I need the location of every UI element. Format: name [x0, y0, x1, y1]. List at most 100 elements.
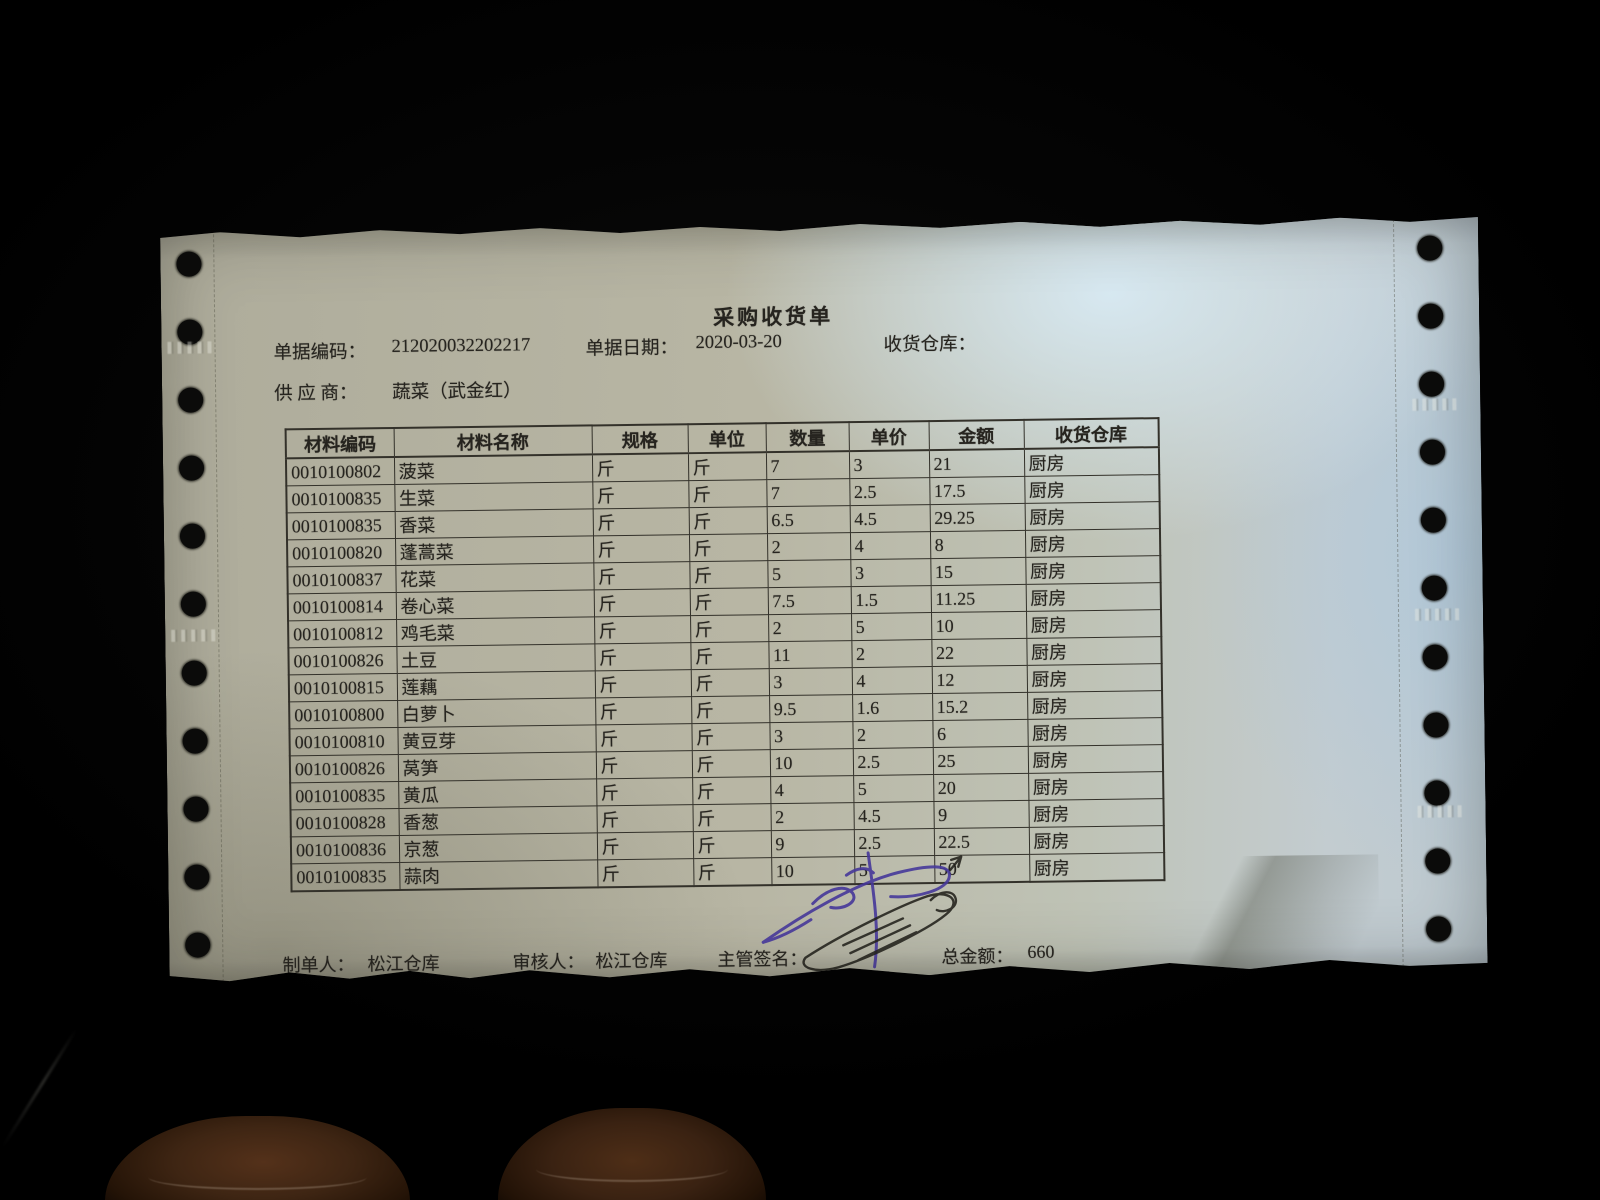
- table-cell: 2: [770, 803, 853, 831]
- fingernail-edge: [535, 1156, 729, 1182]
- column-header: 单价: [849, 421, 929, 451]
- table-cell: 斤: [688, 480, 766, 508]
- tractor-feed-hole: [1422, 576, 1447, 601]
- table-cell: 0010100828: [290, 808, 398, 836]
- table-cell: 0010100802: [286, 457, 394, 486]
- table-cell: 香菜: [395, 509, 593, 539]
- table-cell: 21: [929, 449, 1024, 478]
- table-cell: 0010100826: [290, 754, 398, 782]
- tractor-feed-hole: [182, 660, 207, 685]
- table-cell: 斤: [595, 697, 691, 725]
- table-cell: 2: [851, 640, 931, 668]
- signature-label: 主管签名：: [717, 948, 808, 970]
- table-cell: 斤: [593, 508, 689, 536]
- table-cell: 香葱: [398, 806, 596, 836]
- table-cell: 4.5: [850, 505, 930, 533]
- fingertip-right: [498, 1108, 766, 1200]
- tractor-feed-hole: [176, 251, 201, 276]
- finger-pad: [498, 1108, 766, 1200]
- receipt-paper: 采购收货单 单据编码： 212020032202217 单据日期： 2020-0…: [160, 213, 1488, 988]
- maker-label: 制单人：: [282, 954, 355, 976]
- table-cell: 0010100810: [289, 727, 397, 755]
- total-label: 总金额：: [941, 946, 1014, 967]
- table-cell: 厨房: [1026, 610, 1161, 639]
- reviewer-value: 松江仓库: [595, 950, 668, 972]
- table-cell: 11: [768, 641, 851, 669]
- tractor-feed-hole: [182, 728, 207, 753]
- table-cell: 7: [766, 479, 849, 507]
- table-cell: 斤: [692, 804, 770, 832]
- table-cell: 3: [849, 450, 929, 479]
- column-header: 材料名称: [394, 425, 592, 457]
- table-cell: 斤: [692, 750, 770, 778]
- table-cell: 25: [933, 746, 1028, 774]
- table-cell: 鸡毛菜: [396, 617, 594, 647]
- table-cell: 1.5: [851, 586, 931, 614]
- column-header: 材料编码: [286, 428, 394, 458]
- items-table: 材料编码 材料名称 规格 单位 数量 单价 金额 收货仓库 0010100802 菠菜斤斤 7 3 2…: [285, 417, 1166, 892]
- doc-date-label: 单据日期：: [585, 338, 679, 360]
- table-cell: 0010100812: [288, 619, 396, 647]
- table-cell: 15.2: [932, 692, 1027, 720]
- table-cell: 2.5: [849, 478, 929, 506]
- column-header: 单位: [688, 423, 766, 453]
- table-cell: 10: [931, 611, 1026, 639]
- tractor-feed-hole: [183, 796, 208, 821]
- table-cell: 10: [770, 749, 853, 777]
- handwritten-signature: [750, 845, 987, 976]
- table-cell: 0010100835: [286, 484, 394, 512]
- table-cell: 斤: [689, 507, 767, 535]
- table-cell: 7: [766, 451, 849, 480]
- table-cell: 4: [770, 776, 853, 804]
- table-cell: 15: [930, 557, 1025, 585]
- table-cell: 22: [931, 638, 1026, 666]
- column-header: 规格: [592, 424, 688, 454]
- table-cell: 0010100835: [291, 862, 399, 891]
- tractor-feed-hole: [1420, 440, 1445, 465]
- tractor-feed-hole: [1424, 780, 1449, 805]
- table-cell: 0010100835: [290, 781, 398, 809]
- table-cell: 6: [932, 719, 1027, 747]
- table-cell: 斤: [595, 724, 691, 752]
- total-value: 660: [1027, 941, 1055, 962]
- table-cell: 厨房: [1029, 826, 1164, 855]
- tractor-feed-hole: [1423, 712, 1448, 737]
- supplier-label: 供 应 商：: [274, 383, 358, 405]
- table-cell: 8: [930, 530, 1025, 558]
- table-cell: 0010100820: [287, 538, 395, 566]
- table-cell: 斤: [691, 696, 769, 724]
- table-cell: 莲藕: [397, 671, 595, 701]
- table-cell: 0010100800: [289, 700, 397, 728]
- table-cell: 2.5: [853, 748, 933, 776]
- warehouse-label: 收货仓库：: [883, 334, 977, 356]
- table-cell: 花菜: [395, 563, 593, 593]
- table-cell: 斤: [596, 751, 692, 779]
- table-cell: 斤: [592, 481, 688, 509]
- column-header: 数量: [766, 422, 849, 452]
- maker-value: 松江仓库: [367, 953, 440, 975]
- light-streak: [1, 1027, 78, 1149]
- table-cell: 厨房: [1027, 718, 1162, 747]
- fingertip-left: [105, 1116, 410, 1200]
- table-cell: 厨房: [1025, 502, 1160, 531]
- table-cell: 0010100815: [289, 673, 397, 701]
- table-cell: 0010100835: [287, 511, 395, 539]
- table-cell: 3: [769, 668, 852, 696]
- tractor-feed-hole: [1422, 644, 1447, 669]
- table-cell: 斤: [689, 561, 767, 589]
- tractor-feed-hole: [1421, 508, 1446, 533]
- table-cell: 0010100836: [291, 835, 399, 863]
- table-cell: 斤: [595, 670, 691, 698]
- tractor-feed-hole: [179, 456, 204, 481]
- tractor-feed-hole: [180, 524, 205, 549]
- table-cell: 蓬蒿菜: [395, 536, 593, 566]
- table-cell: 29.25: [930, 503, 1025, 531]
- table-cell: 斤: [691, 669, 769, 697]
- table-cell: 0010100814: [288, 592, 396, 620]
- table-cell: 11.25: [931, 584, 1026, 612]
- table-cell: 菠菜: [394, 454, 592, 484]
- table-cell: 白萝卜: [397, 698, 595, 728]
- doc-date-value: 2020-03-20: [695, 331, 782, 354]
- emboss-mark: [171, 629, 215, 642]
